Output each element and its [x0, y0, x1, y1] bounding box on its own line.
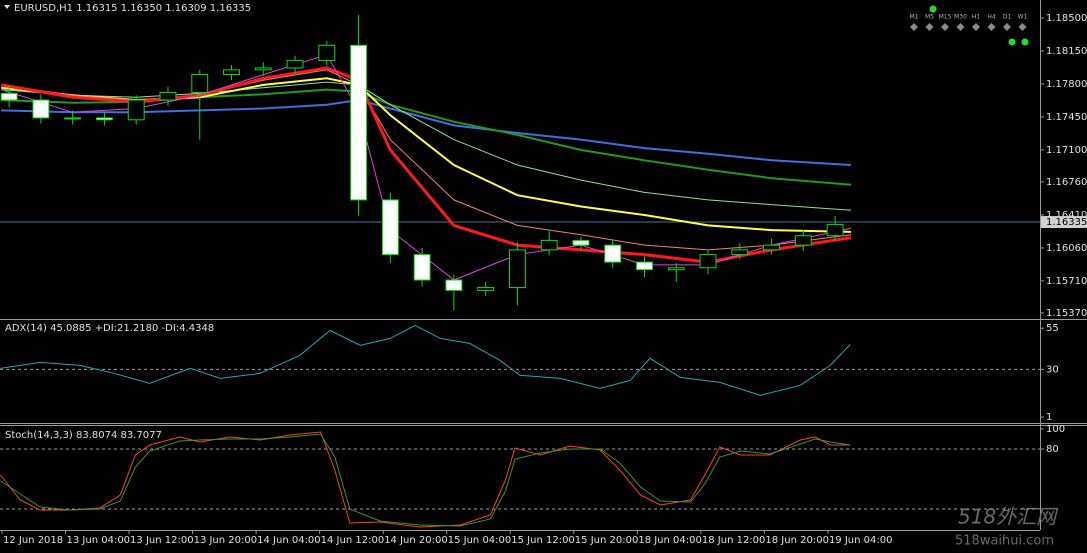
timeframe-strip: M1 M5 M15 M30 H1 H4 D1 W1	[910, 14, 1028, 31]
x-tick-label: 13 Jun 20:00	[194, 535, 258, 546]
panel-title: ADX(14) 45.0885 +DI:21.2180 -DI:4.4348	[5, 323, 214, 334]
y-tick-label: 30	[1046, 364, 1059, 375]
x-tick-label: 12 Jun 2018	[3, 535, 63, 546]
candle-body	[32, 99, 50, 119]
y-tick-label: 1.17800	[1046, 79, 1087, 90]
candle-body	[572, 239, 590, 246]
y-tick-label: 1.17450	[1046, 112, 1087, 123]
candle-body	[445, 279, 463, 291]
panel-title: EURUSD,H1 1.16315 1.16350 1.16309 1.1633…	[14, 3, 251, 14]
signal-dot	[929, 5, 937, 13]
y-tick-label: 1.17100	[1046, 145, 1087, 156]
indicator-line	[1, 98, 852, 166]
y-tick-label: 55	[1046, 323, 1059, 334]
indicator-line	[0, 66, 852, 264]
watermark-url: 518waihui.com	[955, 534, 1054, 549]
timeframe-diamond	[1018, 23, 1027, 31]
timeframe-label: H1	[972, 14, 981, 21]
y-tick-label: 1.16410	[1046, 210, 1087, 221]
candle-body	[413, 254, 431, 281]
x-tick-label: 15 Jun 04:00	[448, 535, 512, 546]
y-tick-label: 1.18150	[1046, 46, 1087, 57]
x-tick-label: 13 Jun 12:00	[130, 535, 194, 546]
signal-dot	[1008, 38, 1016, 46]
indicator-line	[0, 433, 851, 527]
y-tick-label: 100	[1046, 424, 1065, 435]
x-tick-label: 18 Jun 20:00	[765, 535, 829, 546]
watermark: 518外汇网	[958, 505, 1059, 529]
signal-dot	[1021, 38, 1029, 46]
candle-body	[223, 69, 240, 76]
candle-body	[191, 74, 209, 93]
candle-body	[699, 254, 717, 269]
y-tick-label: 1.16060	[1046, 243, 1087, 254]
y-tick-label: 1.15370	[1046, 308, 1087, 319]
timeframe-diamond	[972, 23, 980, 31]
timeframe-diamond	[941, 23, 949, 31]
timeframe-diamond	[1003, 23, 1011, 31]
candle-body	[636, 261, 653, 271]
x-tick-label: 18 Jun 04:00	[638, 535, 702, 546]
candle-body	[381, 199, 399, 256]
y-tick-label: 1.15710	[1046, 276, 1087, 287]
indicator-line	[1, 81, 852, 211]
y-tick-label: 80	[1046, 444, 1059, 455]
y-tick-label: 1.16760	[1046, 177, 1087, 188]
candle-body	[731, 249, 749, 256]
x-tick-label: 14 Jun 04:00	[257, 535, 321, 546]
y-tick-label: 1	[1046, 412, 1052, 423]
timeframe-label: H4	[987, 14, 996, 21]
candle-body	[763, 244, 781, 251]
timeframe-label: D1	[1003, 14, 1012, 21]
x-tick-label: 15 Jun 12:00	[511, 535, 575, 546]
candle-body	[254, 67, 272, 71]
timeframe-label: M30	[954, 14, 967, 21]
indicator-line	[0, 431, 851, 528]
x-tick-label: 14 Jun 12:00	[321, 535, 385, 546]
candle-body	[604, 244, 622, 263]
price-label-box	[1041, 216, 1087, 229]
candle-body	[286, 59, 304, 69]
candle-body	[318, 44, 336, 61]
menu-arrow[interactable]	[4, 5, 10, 9]
candle-body	[350, 44, 368, 201]
candle-body	[64, 117, 82, 120]
candle-body	[794, 235, 812, 246]
timeframe-diamond	[925, 23, 934, 31]
timeframe-label: M15	[939, 14, 952, 21]
x-tick-label: 19 Jun 04:00	[829, 535, 893, 546]
candle-body	[0, 92, 18, 101]
timeframe-diamond	[910, 23, 918, 31]
candle-body	[826, 223, 844, 237]
candle-body	[159, 91, 177, 101]
timeframe-diamond	[987, 23, 996, 31]
candle-body	[477, 287, 495, 291]
candle-body	[667, 267, 685, 271]
indicator-line	[0, 324, 851, 396]
timeframe-label: M5	[925, 14, 934, 21]
price-label: 1.16335	[1046, 217, 1087, 228]
x-tick-label: 15 Jun 20:00	[575, 535, 639, 546]
y-tick-label: 1.18500	[1046, 13, 1087, 24]
candle-body	[95, 117, 113, 121]
timeframe-label: W1	[1018, 14, 1028, 21]
candle-body	[540, 239, 558, 251]
timeframe-label: M1	[910, 14, 919, 21]
panel-title: Stoch(14,3,3) 83.8074 83.7077	[5, 430, 162, 441]
x-tick-label: 13 Jun 04:00	[67, 535, 131, 546]
candle-body	[127, 99, 145, 121]
x-tick-label: 18 Jun 12:00	[702, 535, 766, 546]
timeframe-diamond	[956, 23, 965, 31]
candle-body	[508, 249, 526, 289]
x-tick-label: 14 Jun 20:00	[384, 535, 448, 546]
